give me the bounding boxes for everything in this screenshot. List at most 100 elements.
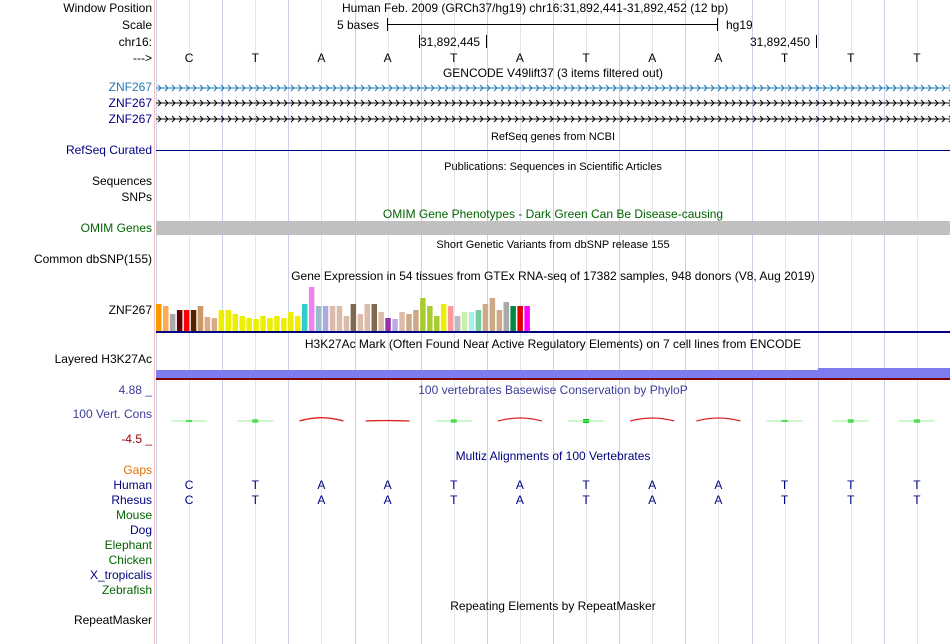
strand-chevron — [430, 115, 435, 123]
track-title-repeatmasker[interactable]: Repeating Elements by RepeatMasker — [450, 599, 656, 613]
h3k27ac-signal-right[interactable] — [818, 368, 950, 378]
species-label[interactable]: Rhesus — [111, 493, 152, 507]
strand-chevron — [542, 84, 547, 92]
strand-chevron — [857, 84, 862, 92]
strand-chevron — [542, 115, 547, 123]
label-gencode-znf267-3[interactable]: ZNF267 — [108, 112, 152, 126]
species-label[interactable]: Dog — [129, 523, 152, 537]
strand-chevron — [528, 115, 533, 123]
strand-chevron — [521, 84, 526, 92]
strand-chevron — [164, 115, 169, 123]
phylop-neg-mark — [299, 417, 344, 422]
strand-chevron — [164, 99, 169, 107]
strand-chevron — [913, 115, 918, 123]
h3k27ac-signal[interactable] — [156, 370, 818, 378]
gtex-bar — [302, 304, 308, 331]
gencode-gene-features[interactable] — [156, 82, 950, 124]
strand-chevron — [850, 99, 855, 107]
strand-chevron — [388, 99, 393, 107]
strand-chevron — [612, 99, 617, 107]
strand-chevron — [857, 99, 862, 107]
strand-chevron — [374, 84, 379, 92]
track-title-refseq[interactable]: RefSeq genes from NCBI — [490, 131, 616, 143]
strand-chevron — [731, 115, 736, 123]
strand-chevron — [913, 99, 918, 107]
track-title-publications[interactable]: Publications: Sequences in Scientific Ar… — [444, 161, 662, 173]
human-base: A — [317, 478, 326, 492]
strand-chevron — [598, 84, 603, 92]
strand-chevron — [584, 99, 589, 107]
track-title-multiz[interactable]: Multiz Alignments of 100 Vertebrates — [455, 449, 651, 463]
label-repeatmasker[interactable]: RepeatMasker — [73, 613, 152, 627]
strand-chevron — [311, 84, 316, 92]
strand-chevron — [199, 99, 204, 107]
track-title-gtex[interactable]: Gene Expression in 54 tissues from GTEx … — [291, 269, 815, 283]
strand-chevron — [311, 99, 316, 107]
strand-chevron — [549, 84, 554, 92]
label-sequences[interactable]: Sequences — [91, 174, 152, 188]
track-title-dbsnp[interactable]: Short Genetic Variants from dbSNP releas… — [436, 239, 670, 251]
strand-chevron — [906, 115, 911, 123]
strand-chevron — [234, 99, 239, 107]
gtex-bar — [156, 304, 162, 331]
label-strand[interactable]: ---> — [133, 51, 152, 65]
gtex-bar — [218, 310, 225, 331]
strand-chevron — [864, 115, 869, 123]
strand-chevron — [213, 84, 218, 92]
species-label[interactable]: Human — [113, 478, 152, 492]
strand-chevron — [836, 115, 841, 123]
strand-chevron — [535, 115, 540, 123]
strand-chevron — [465, 115, 470, 123]
strand-chevron — [822, 84, 827, 92]
species-label[interactable]: X_tropicalis — [89, 568, 152, 582]
strand-chevron — [178, 84, 183, 92]
strand-chevron — [283, 99, 288, 107]
gtex-bar — [253, 319, 259, 331]
strand-chevron — [864, 84, 869, 92]
omim-gene-bar[interactable] — [156, 221, 950, 235]
species-label[interactable]: Mouse — [115, 508, 152, 522]
phylop-conservation-plot[interactable] — [156, 400, 950, 444]
label-omim-genes[interactable]: OMIM Genes — [80, 221, 152, 235]
label-gtex-znf267[interactable]: ZNF267 — [108, 303, 152, 317]
label-snps[interactable]: SNPs — [121, 190, 152, 204]
strand-chevron — [535, 84, 540, 92]
strand-chevron — [346, 84, 351, 92]
label-gaps[interactable]: Gaps — [123, 463, 152, 477]
label-common-dbsnp[interactable]: Common dbSNP(155) — [33, 252, 152, 266]
species-label[interactable]: Zebrafish — [101, 583, 152, 597]
strand-chevron — [409, 84, 414, 92]
track-title-h3k27ac[interactable]: H3K27Ac Mark (Often Found Near Active Re… — [304, 337, 802, 351]
scale-bar-left-tick — [387, 18, 388, 31]
strand-chevron — [878, 115, 883, 123]
base-letter: C — [184, 51, 194, 65]
rhesus-base: A — [714, 493, 723, 507]
strand-chevron — [346, 115, 351, 123]
strand-chevron — [675, 99, 680, 107]
strand-chevron — [444, 99, 449, 107]
track-title-phylop[interactable]: 100 vertebrates Basewise Conservation by… — [418, 383, 688, 397]
strand-chevron — [766, 99, 771, 107]
strand-chevron — [591, 115, 596, 123]
track-title-omim[interactable]: OMIM Gene Phenotypes - Dark Green Can Be… — [382, 207, 724, 221]
gtex-expression-chart[interactable] — [156, 283, 950, 333]
track-title-gencode[interactable]: GENCODE V49lift37 (3 items filtered out) — [442, 66, 664, 80]
strand-chevron — [927, 99, 932, 107]
label-layered-h3k27ac[interactable]: Layered H3K27Ac — [54, 352, 152, 366]
strand-chevron — [738, 99, 743, 107]
phylop-neg-mark — [497, 417, 543, 422]
label-phylop-name[interactable]: 100 Vert. Cons — [72, 407, 152, 421]
refseq-gene-line[interactable] — [156, 150, 950, 151]
gtex-bar — [420, 298, 426, 331]
label-refseq-curated[interactable]: RefSeq Curated — [65, 143, 152, 157]
strand-chevron — [787, 84, 792, 92]
species-label[interactable]: Chicken — [108, 553, 152, 567]
strand-chevron — [423, 84, 428, 92]
species-label[interactable]: Elephant — [104, 538, 152, 552]
label-gencode-znf267-1[interactable]: ZNF267 — [108, 80, 152, 94]
gtex-bar — [329, 306, 336, 331]
label-gencode-znf267-2[interactable]: ZNF267 — [108, 96, 152, 110]
strand-chevron — [458, 115, 463, 123]
strand-chevron — [297, 115, 302, 123]
strand-chevron — [696, 99, 701, 107]
